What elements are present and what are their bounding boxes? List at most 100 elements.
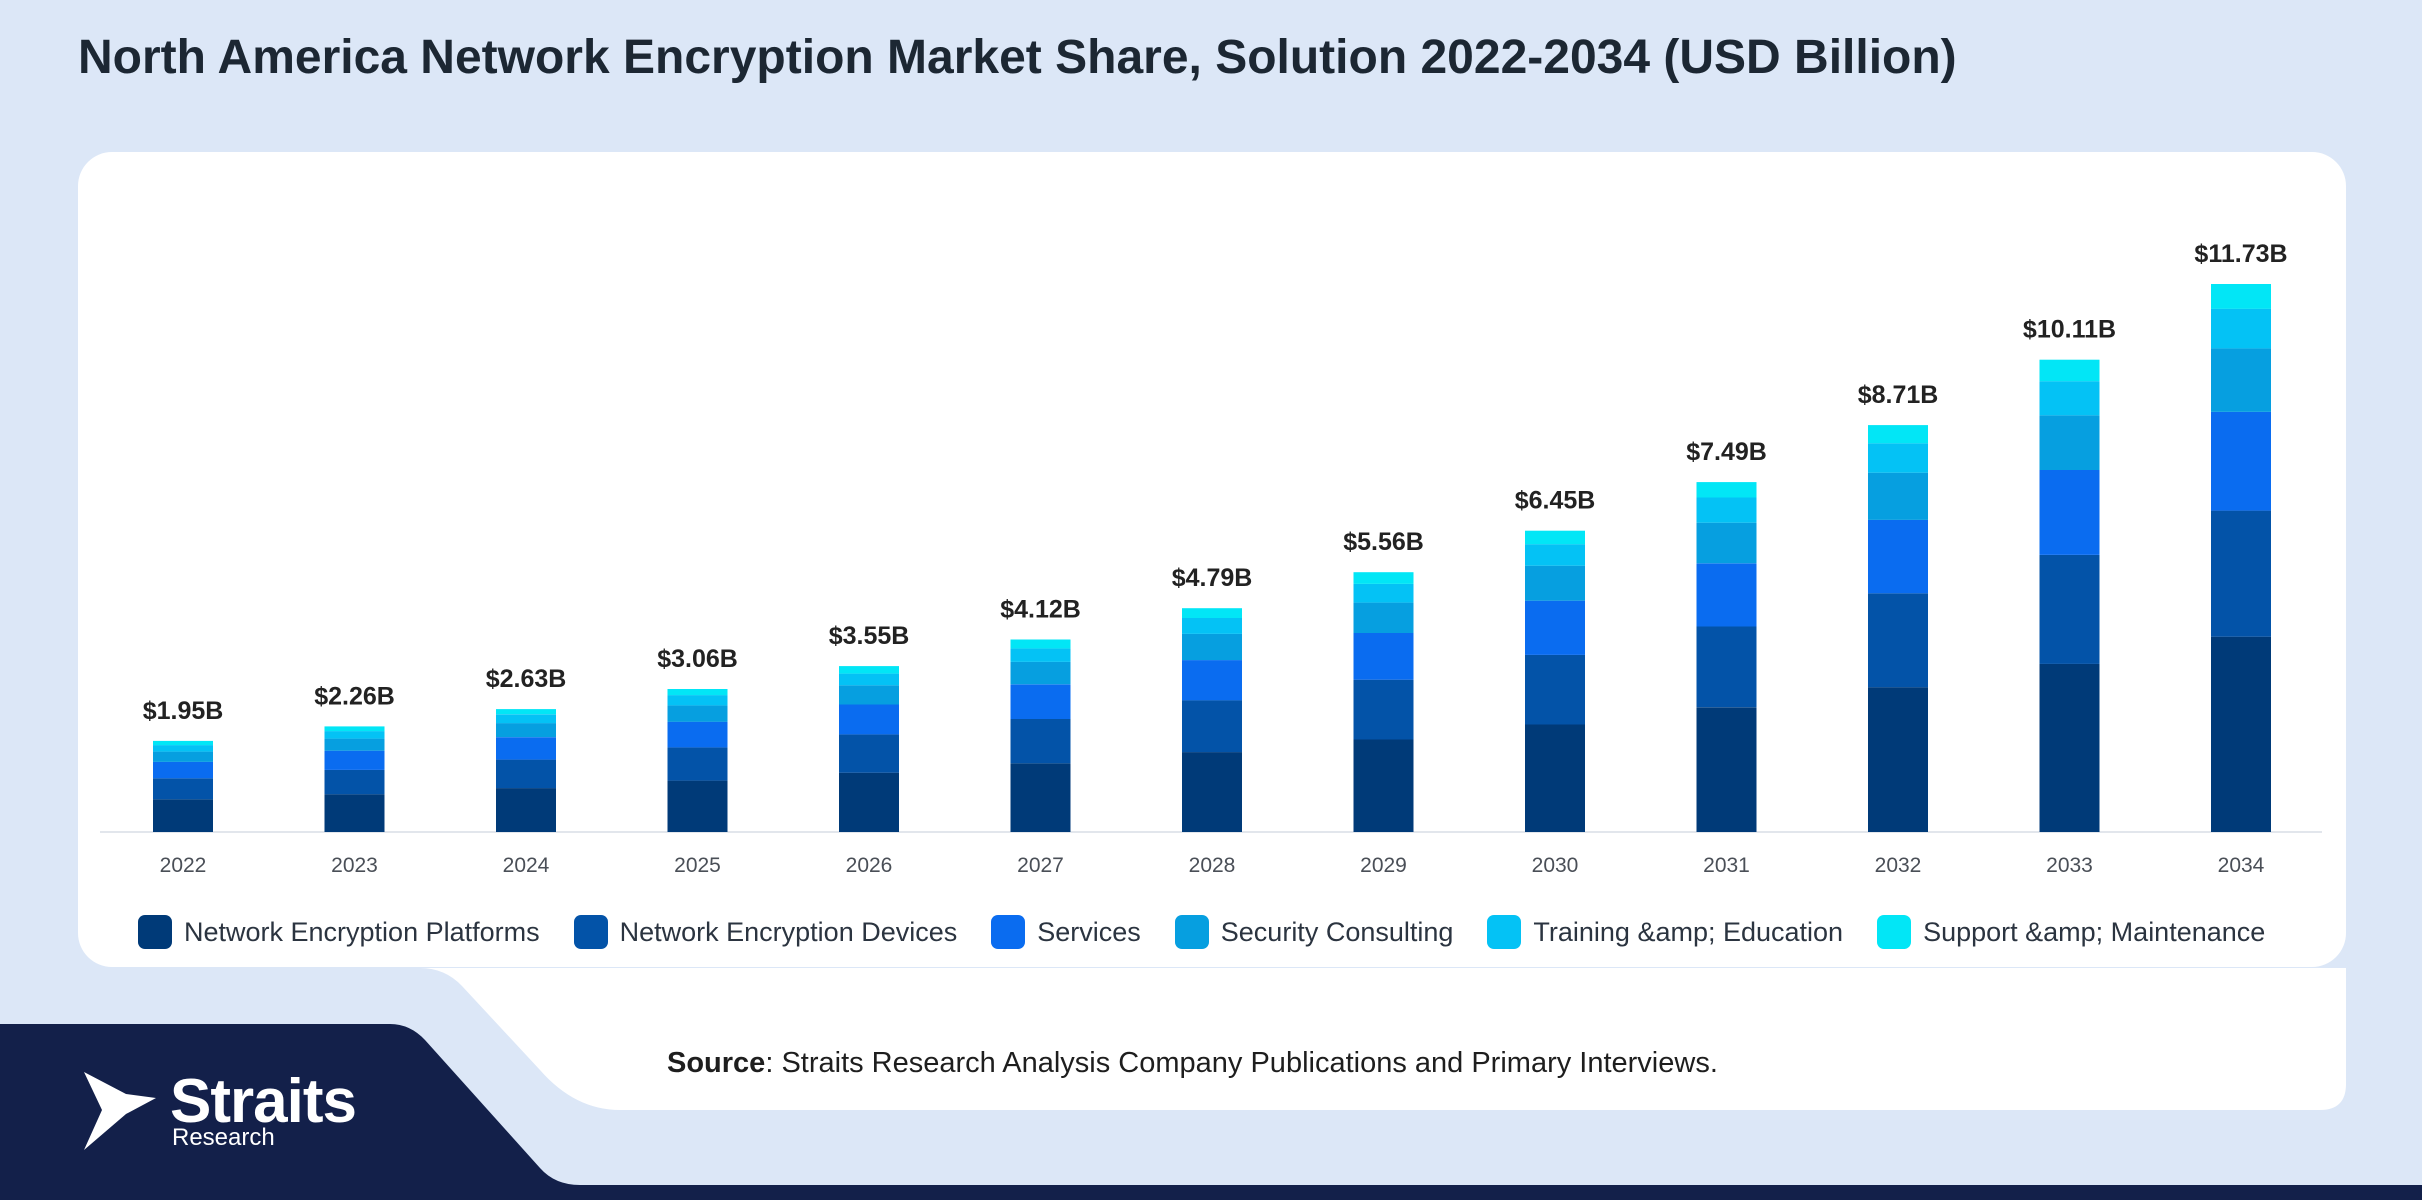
bar-segment-2029-2 bbox=[1353, 679, 1414, 740]
bar-segment-2026-1 bbox=[839, 772, 899, 832]
straits-logo: Straits Research bbox=[80, 1067, 380, 1168]
legend-label: Network Encryption Platforms bbox=[184, 916, 540, 947]
x-tick-2034: 2034 bbox=[2218, 854, 2265, 877]
bar-segment-2024-2 bbox=[496, 759, 556, 789]
bar-segment-2024-4 bbox=[496, 723, 556, 738]
bar-segment-2025-3 bbox=[667, 721, 728, 748]
bar-segment-2026-4 bbox=[839, 685, 899, 705]
bar-segment-2034-4 bbox=[2211, 348, 2271, 412]
bar-segment-2025-5 bbox=[667, 695, 728, 706]
legend-label: Network Encryption Devices bbox=[619, 916, 958, 947]
bar-segment-2027-1 bbox=[1010, 763, 1071, 832]
logo-subtitle: Research bbox=[172, 1124, 275, 1151]
bar-segment-2028-5 bbox=[1182, 618, 1242, 634]
bar-segment-2029-4 bbox=[1353, 602, 1414, 633]
bar-segment-2022-5 bbox=[153, 745, 213, 752]
legend-label: Services bbox=[1037, 916, 1141, 947]
total-label-2027: $4.12B bbox=[1000, 596, 1081, 624]
bar-segment-2022-2 bbox=[153, 778, 213, 800]
footer-band bbox=[0, 1024, 2422, 1200]
total-label-2024: $2.63B bbox=[486, 665, 567, 693]
bar-segment-2022-6 bbox=[153, 740, 213, 746]
bar-segment-2028-3 bbox=[1182, 660, 1242, 701]
bar-segment-2031-2 bbox=[1696, 626, 1757, 708]
total-label-2032: $8.71B bbox=[1858, 381, 1939, 409]
bar-segment-2023-5 bbox=[324, 731, 385, 739]
legend-swatch bbox=[991, 915, 1026, 949]
bar-segment-2034-3 bbox=[2211, 412, 2271, 511]
x-tick-2022: 2022 bbox=[160, 854, 207, 877]
legend-item-2: Network Encryption Devices bbox=[573, 915, 958, 949]
total-label-2031: $7.49B bbox=[1686, 438, 1767, 466]
legend-swatch bbox=[573, 915, 608, 949]
bar-segment-2027-4 bbox=[1010, 661, 1071, 685]
bar-segment-2024-3 bbox=[496, 737, 556, 760]
bar-segment-2027-3 bbox=[1010, 684, 1071, 719]
legend-item-4: Security Consulting bbox=[1174, 915, 1454, 949]
bar-segment-2028-4 bbox=[1182, 633, 1242, 661]
bar-segment-2033-3 bbox=[2039, 469, 2100, 555]
legend: Network Encryption Platforms Network Encr… bbox=[138, 910, 2298, 954]
bar-segment-2033-6 bbox=[2039, 359, 2100, 382]
bar-segment-2023-4 bbox=[324, 738, 385, 751]
bar-segment-2029-5 bbox=[1353, 583, 1414, 603]
legend-swatch bbox=[138, 915, 172, 949]
bar-segment-2032-3 bbox=[1868, 519, 1928, 594]
chart-card bbox=[78, 152, 2346, 967]
bar-segment-2023-3 bbox=[324, 750, 385, 770]
bar-segment-2030-5 bbox=[1525, 544, 1585, 566]
legend-item-5: Training &amp; Education bbox=[1487, 915, 1843, 949]
bar-segment-2024-1 bbox=[496, 788, 556, 832]
total-label-2025: $3.06B bbox=[657, 645, 738, 673]
total-label-2033: $10.11B bbox=[2023, 316, 2116, 344]
bar-segment-2033-5 bbox=[2039, 381, 2100, 416]
legend-swatch bbox=[1174, 915, 1209, 949]
bar-segment-2026-6 bbox=[839, 666, 899, 674]
bar-segment-2034-1 bbox=[2211, 636, 2271, 832]
bar-segment-2034-6 bbox=[2211, 284, 2271, 309]
bar-segment-2022-3 bbox=[153, 761, 213, 779]
total-label-2034: $11.73B bbox=[2194, 240, 2287, 268]
bar-segment-2025-2 bbox=[667, 747, 728, 781]
bar-segment-2030-4 bbox=[1525, 565, 1585, 601]
bar-segment-2030-2 bbox=[1525, 654, 1585, 725]
x-tick-2032: 2032 bbox=[1875, 854, 1922, 877]
total-label-2028: $4.79B bbox=[1172, 564, 1253, 592]
total-label-2030: $6.45B bbox=[1515, 487, 1596, 515]
x-tick-2028: 2028 bbox=[1189, 854, 1236, 877]
legend-label: Support &amp; Maintenance bbox=[1923, 916, 2266, 947]
bar-segment-2034-5 bbox=[2211, 308, 2271, 349]
bar-segment-2022-1 bbox=[153, 799, 213, 832]
labels-group: $1.95B 2022 $2.26B 2023 $2.63B 2024 $3.06B 2025… bbox=[143, 240, 2288, 877]
legend-label: Security Consulting bbox=[1220, 916, 1454, 947]
bar-segment-2033-4 bbox=[2039, 415, 2100, 470]
total-label-2022: $1.95B bbox=[143, 697, 224, 725]
bar-segment-2029-1 bbox=[1353, 739, 1414, 832]
legend-swatch bbox=[1877, 915, 1912, 949]
bar-segment-2031-1 bbox=[1696, 707, 1757, 832]
source-note: Source: Straits Research Analysis Compan… bbox=[667, 1047, 1718, 1080]
legend-label: Training &amp; Education bbox=[1533, 916, 1844, 947]
bar-segment-2031-4 bbox=[1696, 522, 1757, 564]
bar-segment-2029-6 bbox=[1353, 572, 1414, 584]
x-tick-2023: 2023 bbox=[331, 854, 378, 877]
bar-segment-2028-6 bbox=[1182, 608, 1242, 618]
bar-segment-2032-6 bbox=[1868, 425, 1928, 444]
bar-segment-2026-5 bbox=[839, 673, 899, 686]
x-tick-2027: 2027 bbox=[1017, 854, 1064, 877]
bar-segment-2031-5 bbox=[1696, 497, 1757, 523]
bar-segment-2023-1 bbox=[324, 794, 385, 832]
bar-segment-2027-2 bbox=[1010, 718, 1071, 764]
bar-segment-2032-4 bbox=[1868, 472, 1928, 520]
bars-group bbox=[153, 284, 2271, 832]
bar-segment-2031-6 bbox=[1696, 482, 1757, 498]
bar-segment-2026-3 bbox=[839, 704, 899, 735]
bar-segment-2023-6 bbox=[324, 726, 385, 732]
bar-segment-2032-5 bbox=[1868, 443, 1928, 473]
bar-segment-2024-6 bbox=[496, 709, 556, 715]
bar-segment-2028-1 bbox=[1182, 752, 1242, 832]
bar-segment-2027-5 bbox=[1010, 648, 1071, 662]
logo-arrow-icon bbox=[84, 1072, 156, 1150]
source-label: Source bbox=[667, 1047, 766, 1079]
